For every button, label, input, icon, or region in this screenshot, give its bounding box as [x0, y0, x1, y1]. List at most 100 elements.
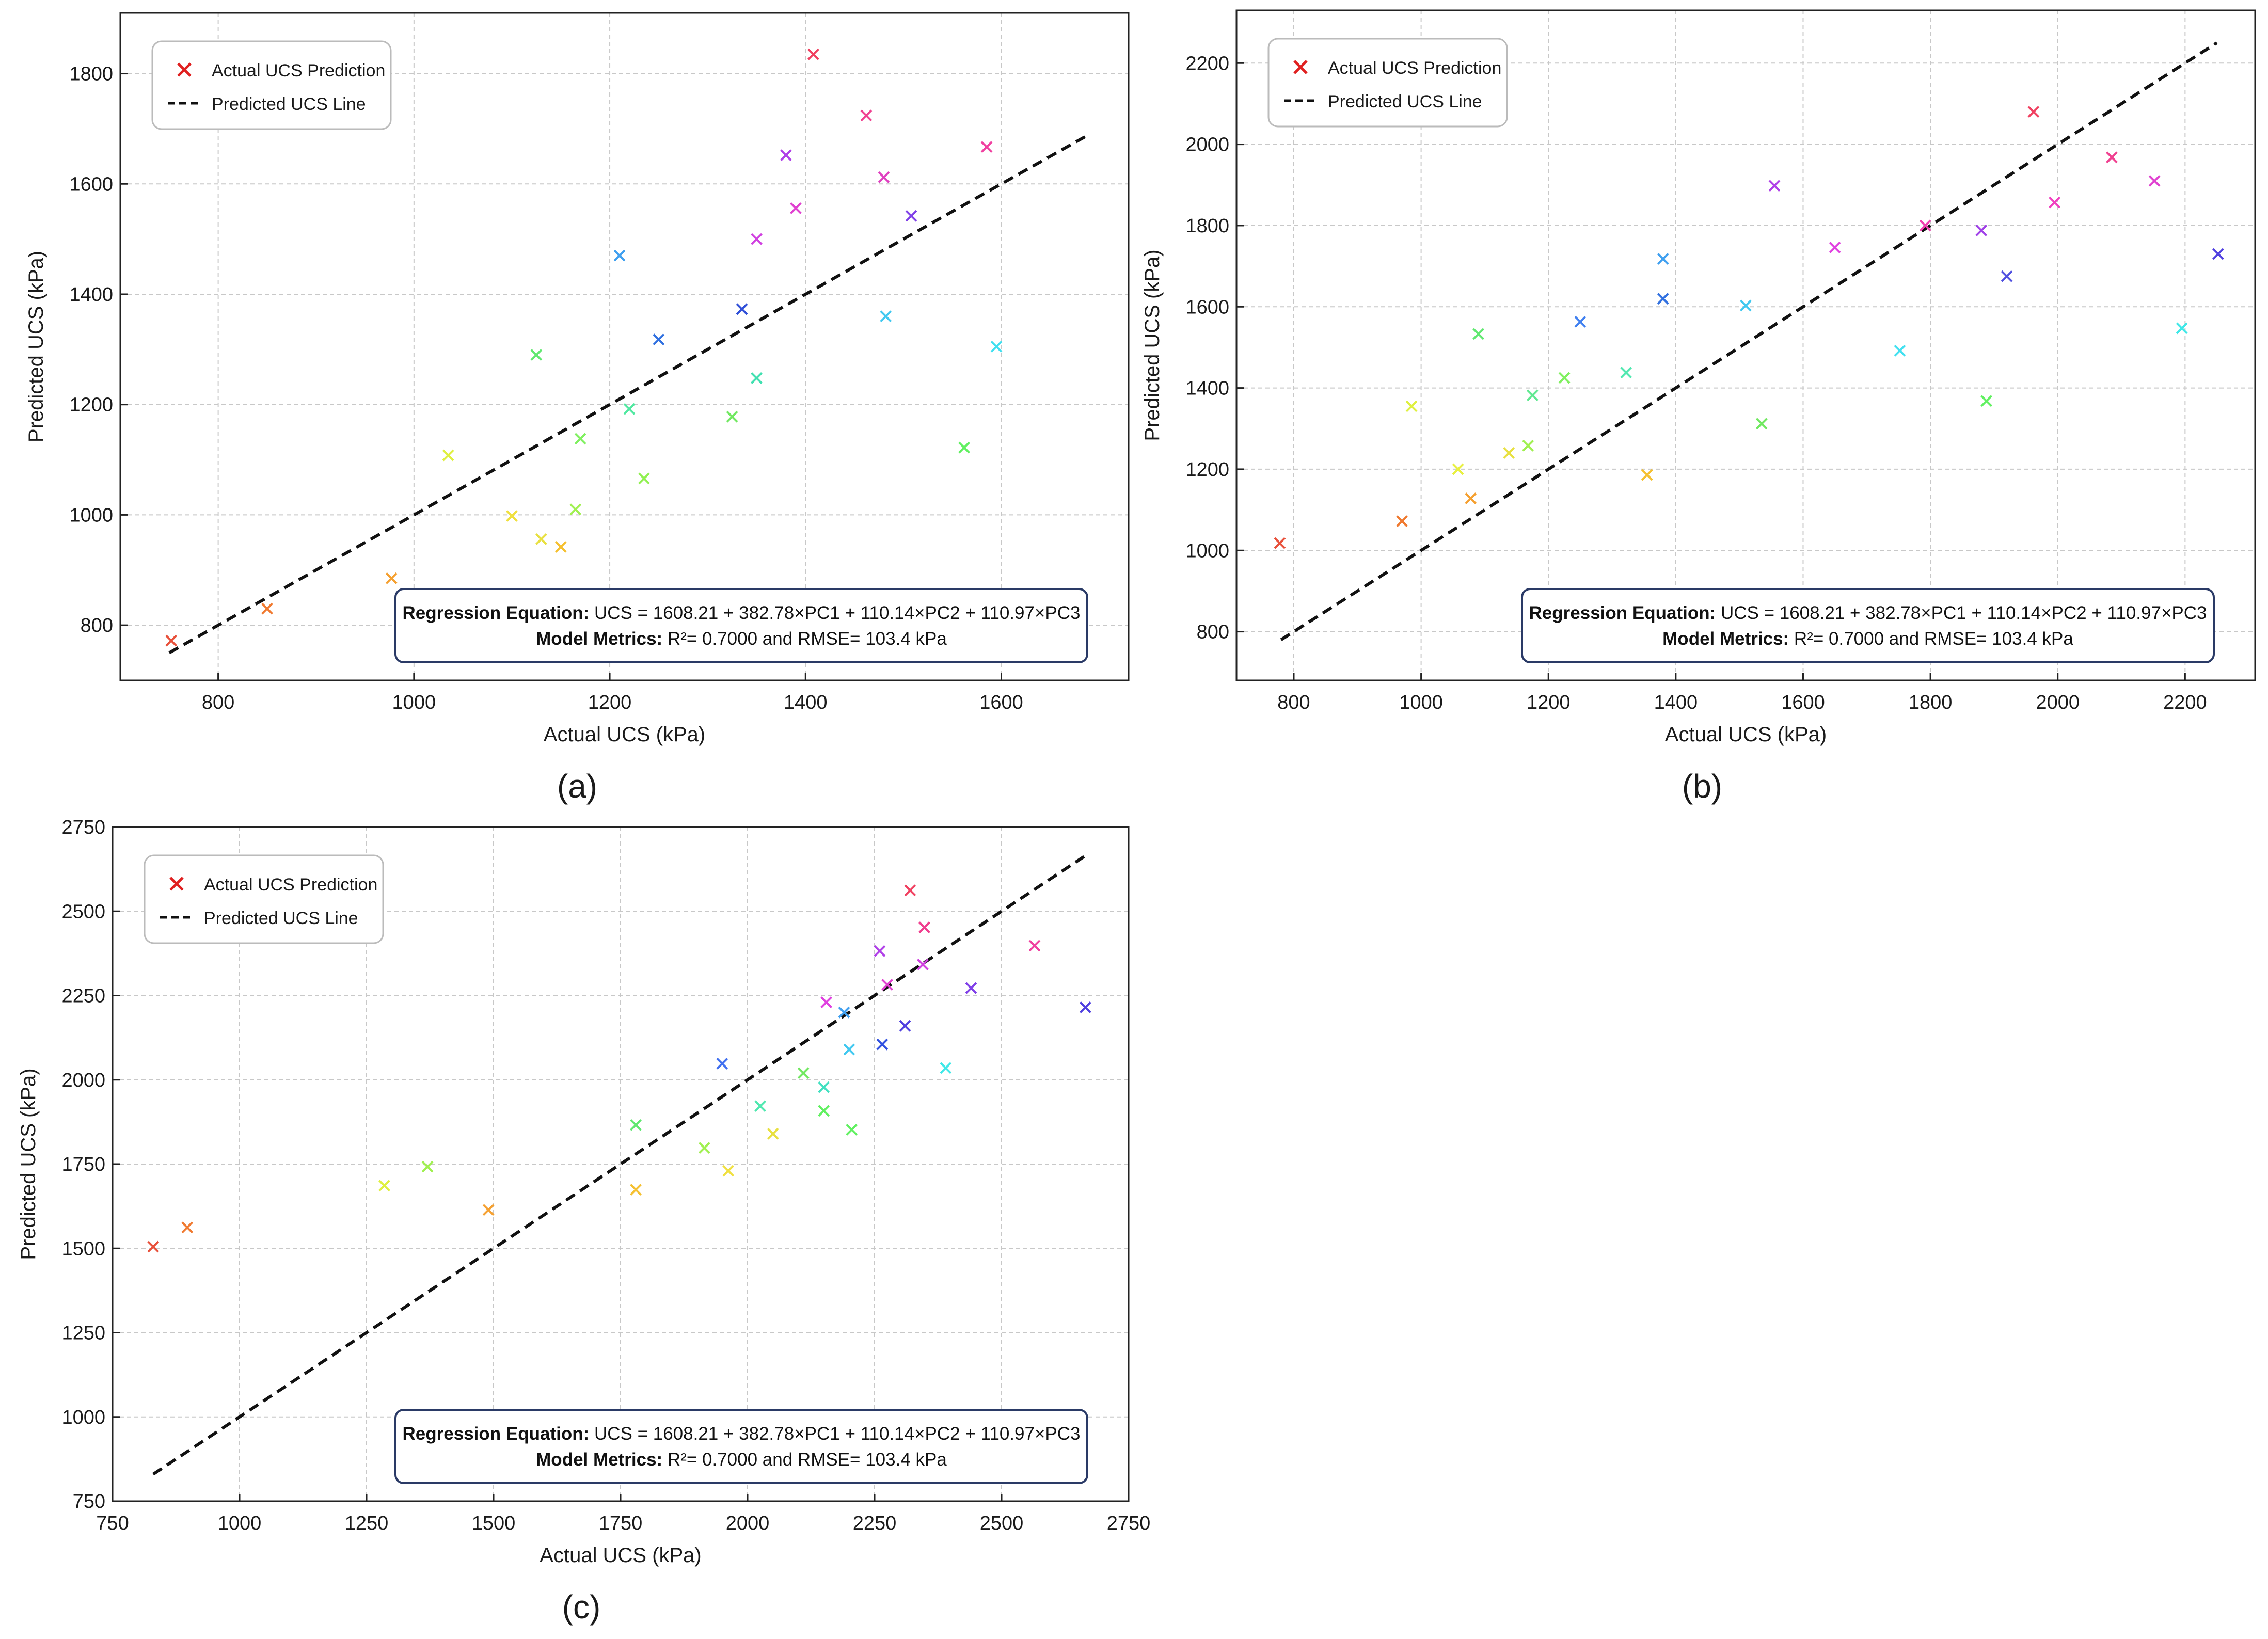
data-point — [860, 109, 873, 122]
legend-marker-stroke — [1293, 60, 1308, 74]
regression-annotation: Regression Equation: UCS = 1608.21 + 382… — [394, 1409, 1088, 1484]
legend: Actual UCS Prediction Predicted UCS Line — [151, 40, 392, 130]
data-point-stroke — [940, 1062, 952, 1074]
x-tick-label: 1250 — [345, 1513, 389, 1534]
data-point — [878, 171, 890, 183]
data-point — [1574, 315, 1587, 328]
data-point-stroke — [530, 349, 543, 361]
data-point-stroke — [880, 310, 892, 323]
data-point-stroke — [147, 1240, 160, 1253]
legend-label-scatter: Actual UCS Prediction — [1328, 58, 1501, 78]
data-point — [1079, 1001, 1091, 1013]
regression-equation-text: Regression Equation: UCS = 1608.21 + 382… — [403, 603, 1081, 623]
data-point-stroke — [1755, 418, 1768, 430]
data-point — [899, 1020, 911, 1032]
data-point-stroke — [881, 979, 894, 991]
data-point-stroke — [990, 341, 1003, 353]
data-point — [181, 1221, 194, 1234]
legend-label-scatter: Actual UCS Prediction — [212, 61, 385, 81]
y-tick-label: 1000 — [61, 1407, 105, 1428]
regression-equation-text: Regression Equation: UCS = 1608.21 + 382… — [403, 1424, 1081, 1444]
y-tick-label: 1200 — [1185, 459, 1229, 481]
data-point-stroke — [482, 1204, 495, 1216]
x-tick-label: 750 — [96, 1513, 129, 1534]
data-point-stroke — [860, 109, 873, 122]
y-tick-label: 1600 — [1185, 296, 1229, 318]
data-point — [1526, 389, 1539, 402]
data-point — [1558, 372, 1571, 384]
data-point-stroke — [554, 540, 567, 553]
data-point-stroke — [767, 1127, 779, 1140]
data-point-stroke — [1396, 515, 1408, 528]
data-point — [1620, 367, 1632, 379]
data-point — [1396, 515, 1408, 528]
data-point — [1768, 180, 1781, 192]
model-metrics-text: Model Metrics: R²= 0.7000 and RMSE= 103.… — [1662, 629, 2073, 649]
data-points — [147, 884, 1091, 1253]
model-metrics-value: R²= 0.7000 and RMSE= 103.4 kPa — [668, 629, 947, 649]
x-tick-label: 2500 — [980, 1513, 1024, 1534]
data-point — [846, 1123, 858, 1136]
data-point-stroke — [899, 1020, 911, 1032]
x-tick-label: 1400 — [1654, 692, 1698, 713]
data-point-stroke — [613, 249, 626, 262]
data-point — [630, 1184, 642, 1196]
legend-label-line: Predicted UCS Line — [212, 94, 366, 114]
data-point-stroke — [2049, 196, 2060, 209]
data-point — [751, 233, 763, 245]
data-point-stroke — [1079, 1001, 1091, 1013]
data-point — [1980, 395, 1993, 407]
legend: Actual UCS Prediction Predicted UCS Line — [144, 854, 384, 944]
data-point-stroke — [876, 1038, 889, 1051]
data-point-stroke — [1472, 328, 1485, 340]
data-point-stroke — [165, 634, 178, 647]
regression-equation-value: UCS = 1608.21 + 382.78×PC1 + 110.14×PC2 … — [1721, 603, 2207, 623]
x-axis-label: Actual UCS (kPa) — [544, 723, 705, 746]
y-tick-label: 1800 — [69, 63, 113, 85]
data-point — [1452, 463, 1464, 475]
data-points — [1274, 106, 2224, 549]
data-point-stroke — [874, 945, 886, 957]
data-point — [2001, 270, 2013, 282]
x-tick-label: 2750 — [1107, 1513, 1151, 1534]
data-point — [1405, 400, 1418, 412]
data-point — [2027, 106, 2040, 118]
data-point-stroke — [789, 202, 802, 214]
x-tick-label: 2000 — [726, 1513, 770, 1534]
x-tick-label: 2250 — [853, 1513, 897, 1534]
data-point-stroke — [820, 996, 832, 1008]
annotation-box — [1521, 588, 2215, 663]
data-point-stroke — [574, 433, 586, 445]
legend-box — [1267, 38, 1508, 128]
panel-label: (b) — [1682, 768, 1722, 805]
y-tick-label: 800 — [1197, 622, 1229, 643]
data-point — [535, 533, 547, 545]
data-point-stroke — [2106, 151, 2118, 164]
data-point — [442, 449, 454, 462]
x-axis-label: Actual UCS (kPa) — [1665, 723, 1827, 746]
data-point-stroke — [1526, 389, 1539, 402]
data-point-stroke — [181, 1221, 194, 1234]
data-point — [965, 982, 977, 994]
legend-marker-stroke — [177, 62, 192, 77]
x-tick-label: 2200 — [2163, 692, 2207, 713]
data-point — [843, 1043, 855, 1056]
data-point — [1740, 299, 1752, 312]
regression-equation-label: Regression Equation: — [1529, 603, 1721, 623]
y-axis-label: Predicted UCS (kPa) — [1141, 249, 1164, 441]
x-tick-label: 1800 — [1909, 692, 1953, 713]
data-point-stroke — [1558, 372, 1571, 384]
data-point-stroke — [751, 372, 763, 384]
data-point-stroke — [535, 533, 547, 545]
data-point-stroke — [726, 410, 738, 423]
regression-equation-value: UCS = 1608.21 + 382.78×PC1 + 110.14×PC2 … — [594, 1424, 1081, 1444]
data-point-stroke — [843, 1043, 855, 1056]
grid — [120, 13, 1129, 680]
data-point — [918, 921, 930, 934]
data-point — [716, 1057, 728, 1070]
y-tick-label: 1500 — [61, 1238, 105, 1260]
data-point — [482, 1204, 495, 1216]
legend-label-line: Predicted UCS Line — [204, 909, 358, 928]
regression-equation-value: UCS = 1608.21 + 382.78×PC1 + 110.14×PC2 … — [594, 603, 1081, 623]
x-tick-label: 1000 — [1399, 692, 1443, 713]
